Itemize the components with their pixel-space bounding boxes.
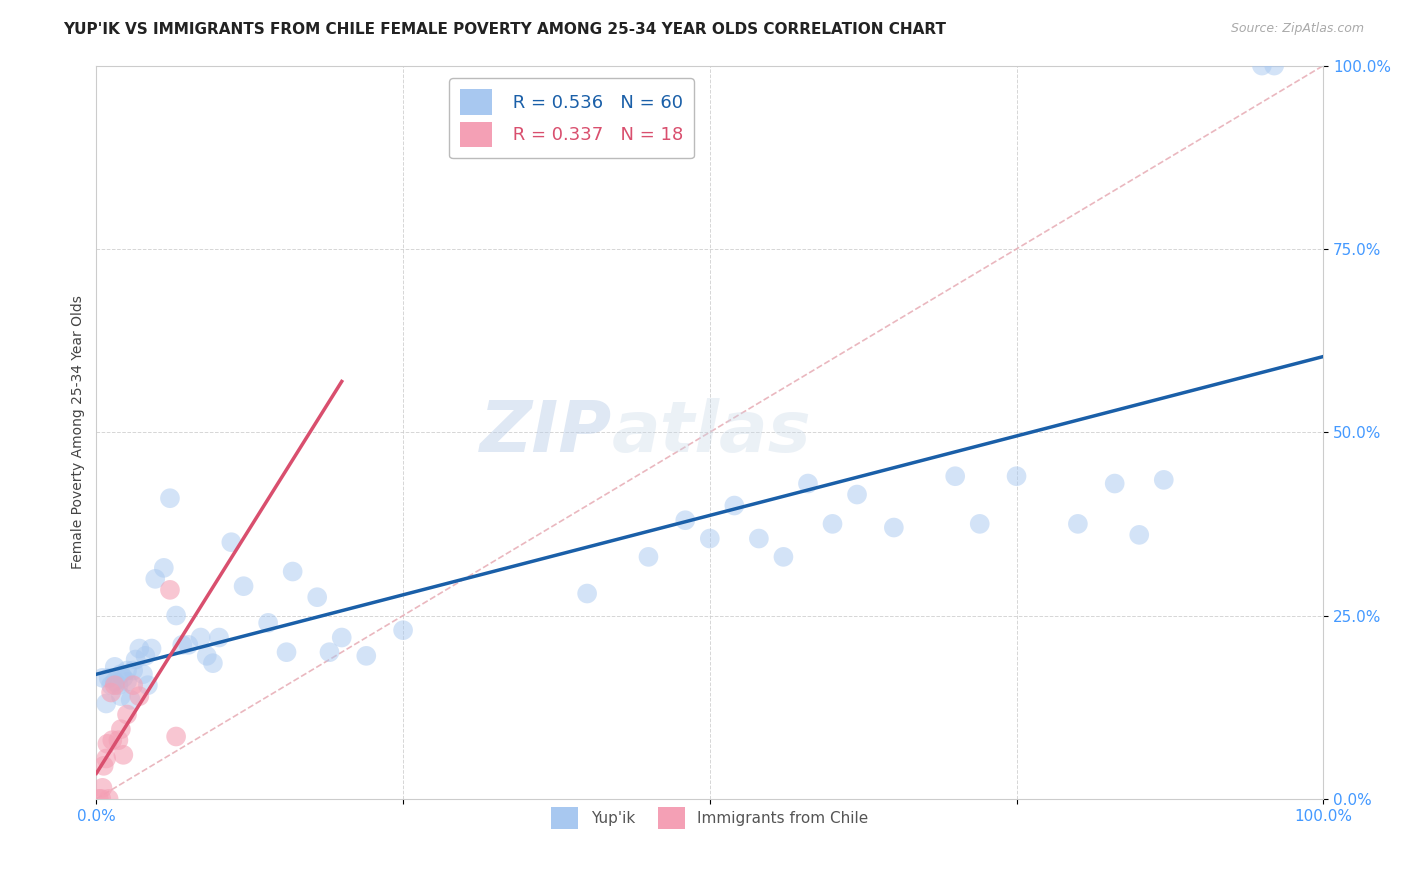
- Point: [281, 565, 304, 579]
- Point: [699, 532, 721, 546]
- Point: [96, 751, 118, 765]
- Point: [846, 487, 869, 501]
- Point: [115, 664, 138, 678]
- Point: [128, 641, 150, 656]
- Point: [110, 689, 132, 703]
- Point: [307, 590, 329, 604]
- Point: [104, 678, 127, 692]
- Point: [943, 469, 966, 483]
- Point: [104, 674, 127, 689]
- Point: [97, 671, 120, 685]
- Point: [172, 638, 194, 652]
- Point: [107, 733, 129, 747]
- Point: [1067, 516, 1090, 531]
- Point: [221, 535, 243, 549]
- Point: [1263, 59, 1285, 73]
- Point: [110, 667, 132, 681]
- Text: atlas: atlas: [612, 398, 811, 467]
- Point: [969, 516, 991, 531]
- Point: [101, 733, 124, 747]
- Point: [1128, 528, 1150, 542]
- Point: [128, 689, 150, 703]
- Point: [723, 499, 745, 513]
- Point: [1005, 469, 1028, 483]
- Text: Source: ZipAtlas.com: Source: ZipAtlas.com: [1230, 22, 1364, 36]
- Point: [330, 631, 353, 645]
- Point: [96, 697, 118, 711]
- Point: [153, 561, 176, 575]
- Point: [112, 747, 135, 762]
- Point: [136, 678, 159, 692]
- Point: [208, 631, 231, 645]
- Text: YUP'IK VS IMMIGRANTS FROM CHILE FEMALE POVERTY AMONG 25-34 YEAR OLDS CORRELATION: YUP'IK VS IMMIGRANTS FROM CHILE FEMALE P…: [63, 22, 946, 37]
- Point: [141, 641, 163, 656]
- Point: [115, 674, 138, 689]
- Text: ZIP: ZIP: [479, 398, 612, 467]
- Point: [356, 648, 378, 663]
- Point: [195, 648, 218, 663]
- Point: [87, 792, 110, 806]
- Point: [132, 667, 155, 681]
- Point: [673, 513, 696, 527]
- Point: [165, 730, 187, 744]
- Point: [90, 792, 112, 806]
- Point: [91, 671, 114, 685]
- Point: [276, 645, 298, 659]
- Point: [576, 586, 599, 600]
- Point: [122, 664, 145, 678]
- Point: [134, 648, 156, 663]
- Point: [124, 652, 146, 666]
- Point: [1153, 473, 1175, 487]
- Point: [190, 631, 212, 645]
- Point: [883, 520, 905, 534]
- Point: [318, 645, 340, 659]
- Point: [100, 678, 122, 692]
- Point: [91, 780, 114, 795]
- Point: [115, 707, 138, 722]
- Point: [637, 549, 659, 564]
- Point: [93, 759, 115, 773]
- Point: [257, 615, 280, 630]
- Point: [392, 623, 415, 637]
- Y-axis label: Female Poverty Among 25-34 Year Olds: Female Poverty Among 25-34 Year Olds: [72, 295, 86, 569]
- Point: [97, 792, 120, 806]
- Point: [772, 549, 794, 564]
- Point: [821, 516, 844, 531]
- Point: [159, 582, 181, 597]
- Point: [177, 638, 200, 652]
- Legend: Yup'ik, Immigrants from Chile: Yup'ik, Immigrants from Chile: [544, 801, 875, 835]
- Point: [120, 693, 142, 707]
- Point: [232, 579, 254, 593]
- Point: [143, 572, 166, 586]
- Point: [201, 656, 224, 670]
- Point: [104, 660, 127, 674]
- Point: [122, 678, 145, 692]
- Point: [100, 685, 122, 699]
- Point: [110, 722, 132, 736]
- Point: [165, 608, 187, 623]
- Point: [748, 532, 770, 546]
- Point: [96, 737, 118, 751]
- Point: [797, 476, 820, 491]
- Point: [112, 671, 135, 685]
- Point: [1104, 476, 1126, 491]
- Point: [107, 678, 129, 692]
- Point: [159, 491, 181, 506]
- Point: [1251, 59, 1274, 73]
